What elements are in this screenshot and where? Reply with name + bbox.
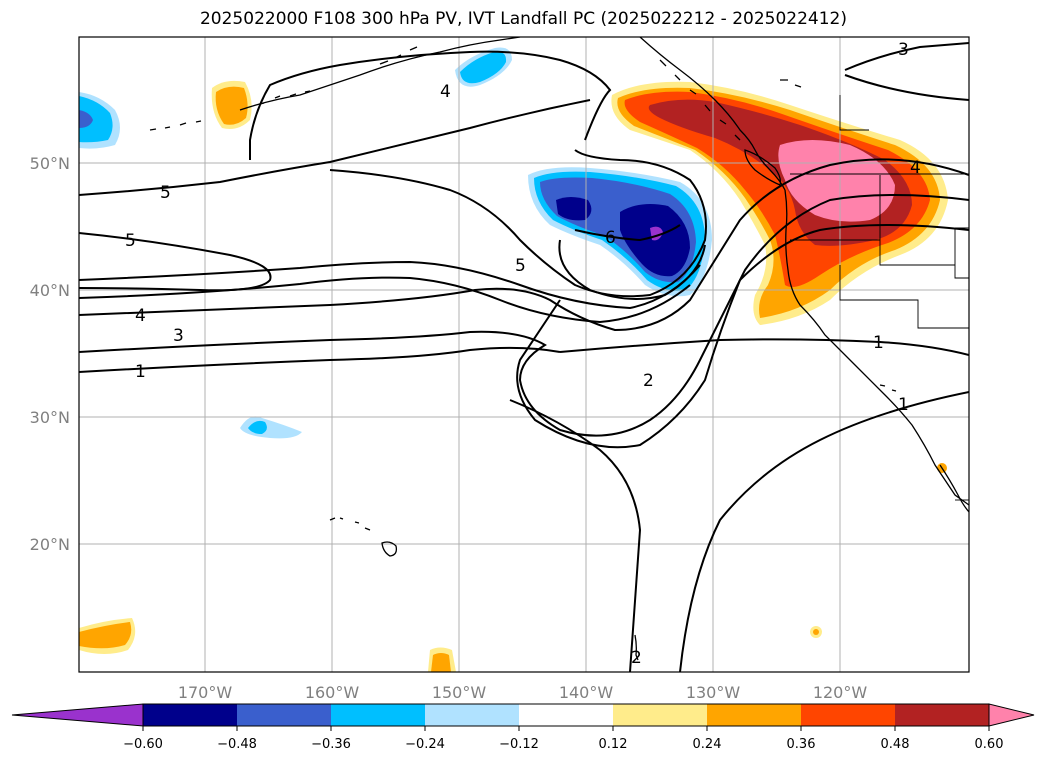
colorbar-tick-label: −0.36 bbox=[311, 737, 351, 752]
shade-negative-nw-corner-inner bbox=[79, 96, 113, 143]
contour-label: 5 bbox=[160, 183, 171, 203]
lon-label: 150°W bbox=[432, 683, 487, 702]
colorbar-tick-label: 0.24 bbox=[693, 737, 722, 752]
contour-1-south bbox=[79, 346, 561, 373]
contour-label: 5 bbox=[125, 231, 136, 251]
contour-6 bbox=[574, 224, 681, 242]
pc-shading bbox=[79, 47, 948, 672]
contour-label: 1 bbox=[898, 395, 909, 415]
colorbar: −0.60 −0.48 −0.36 −0.24 −0.12 0.12 0.24 0.36 0.4… bbox=[11, 703, 1035, 752]
lat-label: 20°N bbox=[30, 535, 70, 554]
borders bbox=[790, 95, 969, 501]
coastlines bbox=[149, 37, 969, 661]
contour-3-ne bbox=[844, 42, 969, 71]
colorbar-tick-label: −0.24 bbox=[405, 737, 445, 752]
colorbar-segment bbox=[707, 704, 801, 726]
contour-labels: 5 5 4 3 1 4 6 5 2 2 3 4 1 1 bbox=[125, 40, 921, 668]
contour-label: 3 bbox=[173, 326, 184, 346]
colorbar-segment bbox=[895, 704, 989, 726]
lon-label: 130°W bbox=[686, 683, 741, 702]
contour-2-south bbox=[509, 399, 642, 672]
lat-axis-labels: 50°N 40°N 30°N 20°N bbox=[30, 154, 70, 554]
contour-5-west bbox=[79, 232, 272, 292]
lon-axis-labels: 170°W 160°W 150°W 140°W 130°W 120°W bbox=[178, 683, 868, 702]
contour-label: 5 bbox=[515, 256, 526, 276]
colorbar-tick-label: −0.48 bbox=[217, 737, 257, 752]
colorbar-tick-label: 0.60 bbox=[975, 737, 1004, 752]
colorbar-extend-max bbox=[988, 703, 1035, 727]
contour-2-long bbox=[516, 224, 969, 449]
contour-label: 2 bbox=[631, 648, 642, 668]
shade-positive-south-inner bbox=[431, 653, 451, 672]
shade-positive-sw-inner bbox=[79, 622, 132, 649]
contour-label: 2 bbox=[643, 371, 654, 391]
lon-label: 140°W bbox=[559, 683, 614, 702]
contour-label: 3 bbox=[898, 40, 909, 60]
contour-label: 4 bbox=[135, 306, 146, 326]
pv-contours bbox=[79, 42, 969, 672]
colorbar-extend-min bbox=[11, 703, 144, 727]
contour-5-loop bbox=[329, 149, 707, 298]
map-border bbox=[78, 36, 970, 673]
contour-4-west bbox=[79, 158, 969, 332]
colorbar-segment bbox=[613, 704, 707, 726]
contour-1-east bbox=[559, 338, 969, 356]
lon-label: 170°W bbox=[178, 683, 233, 702]
map-title: 2025022000 F108 300 hPa PV, IVT Landfall… bbox=[199, 9, 847, 29]
lon-label: 160°W bbox=[305, 683, 360, 702]
contour-label: 1 bbox=[873, 333, 884, 353]
shade-positive-aleutian-inner bbox=[215, 86, 248, 125]
contour-5-mid bbox=[79, 99, 591, 196]
lat-label: 50°N bbox=[30, 154, 70, 173]
colorbar-segment bbox=[237, 704, 331, 726]
contour-3-ne2 bbox=[844, 74, 969, 101]
colorbar-frame bbox=[142, 703, 990, 727]
lon-label: 120°W bbox=[813, 683, 868, 702]
colorbar-tick-label: 0.36 bbox=[787, 737, 816, 752]
map-layers: 5 5 4 3 1 4 6 5 2 2 3 4 1 1 bbox=[79, 37, 969, 672]
colorbar-segment bbox=[331, 704, 425, 726]
shade-negative-gulf-048a bbox=[556, 197, 592, 221]
colorbar-tick-label: 0.48 bbox=[881, 737, 910, 752]
contour-5-long bbox=[79, 260, 701, 310]
colorbar-tick-label: −0.12 bbox=[499, 737, 539, 752]
gridlines bbox=[79, 37, 969, 672]
shade-negative-north-inner bbox=[460, 51, 507, 84]
colorbar-segment bbox=[519, 704, 613, 726]
colorbar-tick-label: 0.12 bbox=[599, 737, 628, 752]
contour-label: 4 bbox=[440, 82, 451, 102]
contour-label: 4 bbox=[910, 158, 921, 178]
contour-1-south-east bbox=[679, 391, 969, 672]
contour-label: 6 bbox=[605, 228, 616, 248]
shade-positive-spot-inner bbox=[813, 629, 819, 635]
colorbar-segment bbox=[425, 704, 519, 726]
colorbar-tick-label: −0.60 bbox=[123, 737, 163, 752]
lat-label: 40°N bbox=[30, 281, 70, 300]
shade-negative-nw-core bbox=[79, 110, 93, 128]
contour-4-long bbox=[79, 276, 691, 324]
contour-3-west bbox=[79, 194, 969, 437]
contour-label: 1 bbox=[135, 362, 146, 382]
colorbar-segment bbox=[801, 704, 895, 726]
colorbar-segment bbox=[143, 704, 237, 726]
contour-2-main bbox=[249, 50, 612, 160]
lat-label: 30°N bbox=[30, 408, 70, 427]
shade-negative-hawaii-inner bbox=[248, 420, 267, 434]
